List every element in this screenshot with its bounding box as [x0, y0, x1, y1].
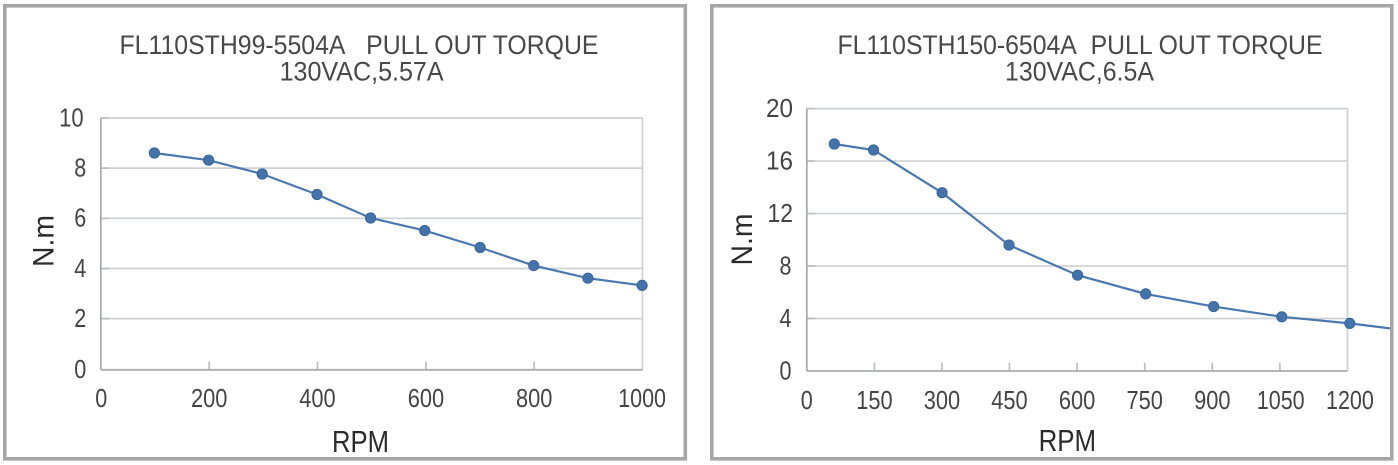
svg-text:150: 150	[856, 385, 892, 415]
svg-text:1200: 1200	[1326, 385, 1374, 415]
svg-text:0: 0	[74, 354, 86, 384]
svg-text:800: 800	[516, 383, 552, 413]
svg-text:200: 200	[191, 383, 227, 413]
svg-text:FL110STH150-6504A PULL OUT TO: FL110STH150-6504A PULL OUT TORQUE	[838, 30, 1323, 60]
svg-text:4: 4	[780, 303, 792, 333]
svg-text:RPM: RPM	[1039, 424, 1097, 458]
svg-text:RPM: RPM	[332, 425, 389, 459]
svg-text:300: 300	[924, 385, 960, 415]
svg-text:16: 16	[766, 146, 793, 176]
svg-text:6: 6	[74, 203, 86, 233]
svg-text:900: 900	[1194, 385, 1230, 415]
svg-text:750: 750	[1127, 385, 1163, 415]
svg-text:0: 0	[801, 385, 813, 415]
svg-text:130VAC,5.57A: 130VAC,5.57A	[280, 57, 444, 87]
svg-text:20: 20	[766, 93, 793, 123]
svg-text:130VAC,6.5A: 130VAC,6.5A	[1005, 57, 1154, 87]
svg-text:600: 600	[408, 383, 444, 413]
svg-text:FL110STH99-5504A PULL OUT TO: FL110STH99-5504A PULL OUT TORQUE	[120, 30, 599, 60]
svg-text:600: 600	[1059, 385, 1095, 415]
svg-text:1000: 1000	[618, 383, 666, 413]
svg-text:N.m: N.m	[28, 215, 61, 267]
svg-text:2: 2	[74, 303, 86, 333]
svg-text:N.m: N.m	[726, 214, 759, 266]
svg-text:0: 0	[780, 356, 792, 386]
svg-text:12: 12	[768, 198, 794, 228]
svg-text:0: 0	[95, 383, 107, 413]
svg-text:8: 8	[74, 153, 86, 183]
svg-text:10: 10	[59, 102, 84, 132]
svg-text:8: 8	[780, 251, 792, 281]
svg-text:400: 400	[299, 383, 335, 413]
svg-text:4: 4	[74, 253, 86, 283]
svg-text:450: 450	[991, 385, 1027, 415]
svg-text:1050: 1050	[1257, 385, 1305, 415]
